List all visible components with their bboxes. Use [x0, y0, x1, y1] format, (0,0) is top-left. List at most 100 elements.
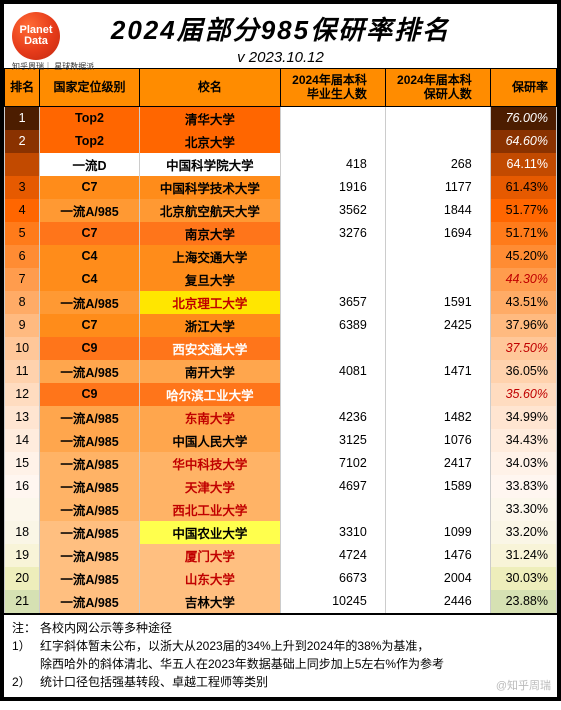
cell: C4 — [40, 245, 139, 268]
header: Planet Data 知乎周瑞｜ 星球数据派 2024届部分985保研率排名 … — [4, 4, 557, 68]
watermark: @知乎周瑞 — [496, 677, 551, 693]
table-row: 一流A/985西北工业大学33.30% — [5, 498, 557, 521]
cell: 33.30% — [490, 498, 556, 521]
cell: 一流A/985 — [40, 590, 139, 613]
cell: 中国农业大学 — [139, 521, 280, 544]
logo-text-2: Data — [24, 36, 48, 47]
cell: 6 — [5, 245, 40, 268]
cell — [385, 106, 490, 130]
cell: 北京理工大学 — [139, 291, 280, 314]
table-row: 一流D中国科学院大学41826864.11% — [5, 153, 557, 176]
col-header-4: 2024年届本科保研人数 — [385, 69, 490, 107]
cell: 12 — [5, 383, 40, 406]
cell: 34.43% — [490, 429, 556, 452]
table-row: 19一流A/985厦门大学4724147631.24% — [5, 544, 557, 567]
table-row: 7C4复旦大学44.30% — [5, 268, 557, 291]
cell: 6389 — [280, 314, 385, 337]
cell: 7 — [5, 268, 40, 291]
cell — [385, 268, 490, 291]
table-row: 21一流A/985吉林大学10245244623.88% — [5, 590, 557, 613]
table-row: 9C7浙江大学6389242537.96% — [5, 314, 557, 337]
cell — [385, 245, 490, 268]
cell: 浙江大学 — [139, 314, 280, 337]
cell: 1844 — [385, 199, 490, 222]
cell: 4724 — [280, 544, 385, 567]
cell: 2446 — [385, 590, 490, 613]
cell: 清华大学 — [139, 106, 280, 130]
cell: C7 — [40, 222, 139, 245]
cell: 一流A/985 — [40, 360, 139, 383]
cell: 5 — [5, 222, 40, 245]
cell: C9 — [40, 337, 139, 360]
cell: 19 — [5, 544, 40, 567]
table-row: 20一流A/985山东大学6673200430.03% — [5, 567, 557, 590]
table-row: 2Top2北京大学64.60% — [5, 130, 557, 153]
cell: 哈尔滨工业大学 — [139, 383, 280, 406]
cell: 1099 — [385, 521, 490, 544]
cell: 南京大学 — [139, 222, 280, 245]
cell: 1694 — [385, 222, 490, 245]
cell: 南开大学 — [139, 360, 280, 383]
cell — [280, 383, 385, 406]
cell: 1916 — [280, 176, 385, 199]
cell: 43.51% — [490, 291, 556, 314]
cell: 厦门大学 — [139, 544, 280, 567]
cell: 1471 — [385, 360, 490, 383]
cell — [280, 245, 385, 268]
cell: 418 — [280, 153, 385, 176]
cell: 35.60% — [490, 383, 556, 406]
cell: 10 — [5, 337, 40, 360]
cell: 64.11% — [490, 153, 556, 176]
cell: C7 — [40, 314, 139, 337]
cell: 西北工业大学 — [139, 498, 280, 521]
note1-text: 红字斜体暂未公布，以浙大从2023届的34%上升到2024年的38%为基准，除西… — [40, 637, 444, 673]
cell: 31.24% — [490, 544, 556, 567]
table-row: 12C9哈尔滨工业大学 35.60% — [5, 383, 557, 406]
cell: 20 — [5, 567, 40, 590]
cell: 268 — [385, 153, 490, 176]
cell: 一流A/985 — [40, 544, 139, 567]
cell: 3 — [5, 176, 40, 199]
cell: C7 — [40, 176, 139, 199]
cell: 一流A/985 — [40, 475, 139, 498]
cell: 34.03% — [490, 452, 556, 475]
cell: 51.71% — [490, 222, 556, 245]
cell: 10245 — [280, 590, 385, 613]
cell: 3125 — [280, 429, 385, 452]
cell: 一流A/985 — [40, 199, 139, 222]
cell: 3310 — [280, 521, 385, 544]
cell: 34.99% — [490, 406, 556, 429]
cell: 一流A/985 — [40, 567, 139, 590]
cell: 吉林大学 — [139, 590, 280, 613]
cell — [280, 337, 385, 360]
cell: 2417 — [385, 452, 490, 475]
note-label: 注： — [12, 619, 40, 637]
ranking-document: Planet Data 知乎周瑞｜ 星球数据派 2024届部分985保研率排名 … — [0, 0, 561, 701]
cell: 一流A/985 — [40, 429, 139, 452]
cell: 华中科技大学 — [139, 452, 280, 475]
note1-label: 1） — [12, 637, 40, 673]
cell: 中国科学院大学 — [139, 153, 280, 176]
cell — [385, 337, 490, 360]
cell: C4 — [40, 268, 139, 291]
col-header-0: 排名 — [5, 69, 40, 107]
cell: 37.50% — [490, 337, 556, 360]
cell: 51.77% — [490, 199, 556, 222]
cell: 16 — [5, 475, 40, 498]
table-row: 10C9西安交通大学37.50% — [5, 337, 557, 360]
cell: 天津大学 — [139, 475, 280, 498]
cell: 一流A/985 — [40, 452, 139, 475]
table-row: 16一流A/985天津大学4697158933.83% — [5, 475, 557, 498]
table-row: 15一流A/985华中科技大学7102241734.03% — [5, 452, 557, 475]
col-header-5: 保研率 — [490, 69, 556, 107]
cell: 14 — [5, 429, 40, 452]
cell: 4 — [5, 199, 40, 222]
cell: 45.20% — [490, 245, 556, 268]
col-header-2: 校名 — [139, 69, 280, 107]
cell: 2004 — [385, 567, 490, 590]
cell: 3562 — [280, 199, 385, 222]
cell — [280, 268, 385, 291]
cell: 33.20% — [490, 521, 556, 544]
cell: 9 — [5, 314, 40, 337]
cell: C9 — [40, 383, 139, 406]
